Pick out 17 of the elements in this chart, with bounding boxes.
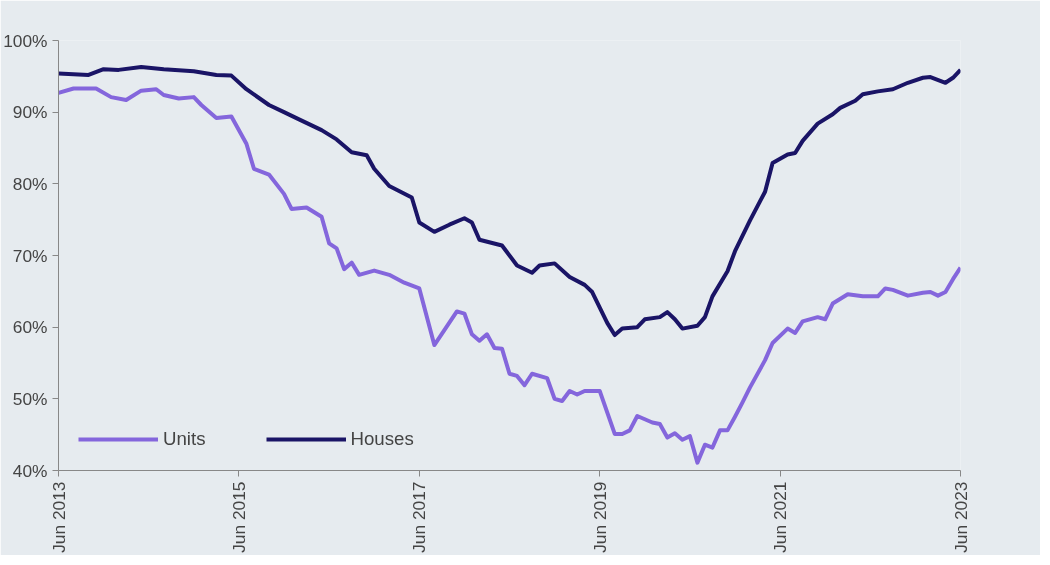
x-tick-label: Jun 2017 (409, 481, 430, 553)
x-tick-label: Jun 2013 (48, 481, 69, 553)
x-tick-label: Jun 2015 (228, 481, 249, 553)
y-tick-label: 40% (12, 460, 48, 481)
y-tick-label: 50% (12, 388, 48, 409)
line-series (58, 65, 961, 338)
y-tick-label: 60% (12, 317, 48, 338)
y-tick-label: 90% (12, 102, 48, 123)
y-tick-label: 70% (12, 245, 48, 266)
legend-label: Units (163, 428, 206, 450)
y-tick-label: 100% (3, 30, 48, 51)
y-tick-label: 80% (12, 173, 48, 194)
legend-label: Houses (350, 428, 414, 450)
x-tick-label: Jun 2023 (950, 481, 971, 553)
x-tick-label: Jun 2019 (589, 481, 610, 553)
line-series (58, 86, 961, 465)
x-tick-label: Jun 2021 (770, 481, 791, 553)
